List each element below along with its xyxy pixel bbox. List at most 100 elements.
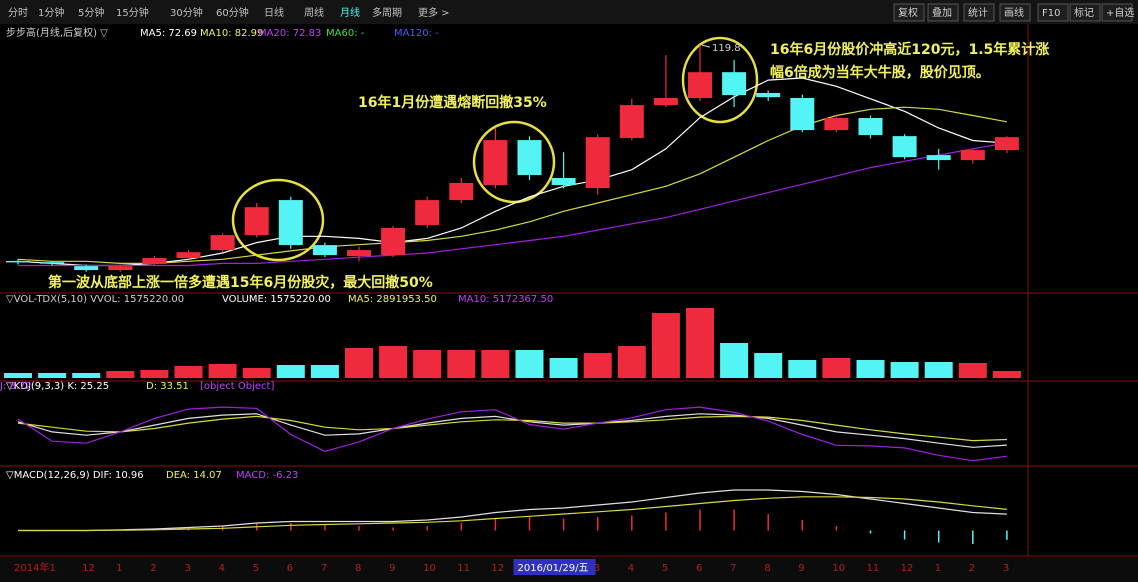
period-tab[interactable]: 5分钟 (78, 6, 104, 19)
volume-bar (242, 368, 271, 378)
date-cursor-box (513, 559, 596, 575)
period-tab[interactable]: 日线 (264, 6, 284, 19)
toolbar-button[interactable]: 叠加 (932, 7, 952, 19)
candle-body (756, 93, 781, 98)
indicator-header: MA20: 72.83 (258, 28, 321, 39)
candle-body (347, 250, 371, 257)
indicator-line (17, 406, 1007, 462)
annotation: 16年6月份股价冲高近120元，1.5年累计涨 (770, 41, 1049, 58)
volume-bar (788, 360, 817, 378)
x-axis-label: 8 (764, 563, 770, 574)
volume-bar (4, 373, 32, 378)
volume-bar (379, 346, 408, 378)
candle-body (722, 72, 747, 96)
panel-borders (0, 24, 1138, 557)
toolbar-button[interactable]: 标记 (1074, 7, 1094, 19)
volume-bar (617, 346, 646, 378)
indicator-header: ▽KDJ(9,3,3) K: 25.25 (6, 381, 109, 392)
x-axis-label: 4 (219, 563, 225, 574)
indicator-header: DEA: 14.07 (166, 470, 222, 481)
x-axis-label: 2014年1 (14, 561, 56, 574)
indicator-line (17, 77, 1007, 267)
peak-leader (701, 44, 711, 48)
volume-bar (276, 365, 305, 378)
candle-body (210, 235, 235, 251)
volume-bar (345, 348, 373, 378)
period-tab[interactable]: 更多 > (418, 6, 450, 19)
indicator-header: MA10: 5172367.50 (458, 294, 553, 305)
x-axis-label: 12 (901, 563, 914, 574)
indicator-header: VOLUME: 1575220.00 (222, 294, 331, 305)
volume-bar (310, 365, 339, 378)
candle-body (960, 150, 985, 161)
toolbar-button-frame[interactable] (963, 3, 995, 22)
period-tab[interactable]: 分时 (8, 7, 28, 19)
toolbar-button[interactable]: 画线 (1004, 6, 1024, 19)
x-axis-label: 6 (696, 563, 702, 574)
candle-body (74, 266, 99, 271)
indicator-header: MA60: - (326, 28, 365, 39)
x-axis-label: 2 (150, 563, 156, 574)
candle-body (858, 118, 883, 136)
candle-body (6, 260, 30, 263)
volume-bar (924, 362, 953, 378)
candle-body (176, 252, 201, 258)
toolbar-button-frame[interactable] (1037, 3, 1069, 22)
volume-bar (481, 350, 510, 378)
x-axis-label: 2 (969, 563, 975, 574)
toolbar-button[interactable]: 复权 (898, 6, 918, 19)
toolbar-button-frame[interactable] (999, 3, 1031, 22)
indicator-line (17, 415, 1007, 442)
candle-body (108, 266, 133, 271)
candle-body (415, 200, 440, 226)
indicator-header: D: 33.51 (146, 381, 189, 392)
toolbar-button[interactable]: 统计 (968, 6, 988, 19)
x-axis-label: 3 (1003, 563, 1009, 574)
annotation: 第一波从底部上涨一倍多遭遇15年6月份股灾，最大回撤50% (48, 274, 433, 291)
candle-body (312, 245, 337, 256)
volume-bar (754, 353, 783, 378)
candle-body (790, 98, 815, 131)
indicator-header: ▽MACD(12,26,9) DIF: 10.96 (6, 470, 144, 481)
volume-bar (106, 371, 135, 378)
toolbar-button-frame[interactable] (1101, 3, 1133, 22)
annotation: 幅6倍成为当年大牛股，股价见顶。 (770, 64, 990, 81)
x-axis-label: 10 (423, 563, 436, 574)
period-tab[interactable]: 多周期 (372, 6, 402, 19)
indicator-header: MA5: 2891953.50 (348, 294, 437, 305)
volume-bar (174, 366, 203, 378)
indicator-line (17, 106, 1008, 264)
toolbar-button[interactable]: +自选 (1106, 6, 1134, 19)
toolbar-button[interactable]: F10 (1042, 8, 1060, 19)
period-tab[interactable]: 周线 (304, 6, 324, 19)
indicator-header: MA120: - (394, 28, 439, 39)
peak-label: 119.8 (712, 43, 741, 54)
x-axis-label: 6 (287, 563, 293, 574)
volume-bar (890, 362, 919, 378)
x-axis-label: 1 (935, 563, 941, 574)
x-axis-label: 8 (355, 563, 361, 574)
x-axis-label: 5 (253, 563, 259, 574)
annotation: 16年1月份遭遇熔断回撤35% (358, 94, 547, 111)
toolbar-button-frame[interactable] (927, 3, 959, 22)
toolbar-button-frame[interactable] (1069, 3, 1101, 22)
period-tab[interactable]: 60分钟 (216, 6, 249, 19)
period-tab[interactable]: 月线 (340, 6, 360, 19)
volume-bar (686, 308, 714, 378)
x-axis-label: 7 (321, 563, 327, 574)
volume-bar (549, 358, 578, 378)
period-tab[interactable]: 1分钟 (38, 6, 64, 19)
x-axis-label: 11 (867, 563, 880, 574)
indicator-header: ▽VOL-TDX(5,10) VVOL: 1575220.00 (6, 294, 184, 305)
volume-bar (856, 360, 885, 378)
indicator-header: MA10: 82.99 (200, 28, 263, 39)
period-tab[interactable]: 30分钟 (170, 6, 203, 19)
candle-body (619, 105, 644, 138)
period-tab[interactable]: 15分钟 (116, 6, 149, 19)
candle-body (824, 118, 849, 131)
toolbar-button-frame[interactable] (893, 3, 925, 22)
candle-body (278, 200, 303, 246)
